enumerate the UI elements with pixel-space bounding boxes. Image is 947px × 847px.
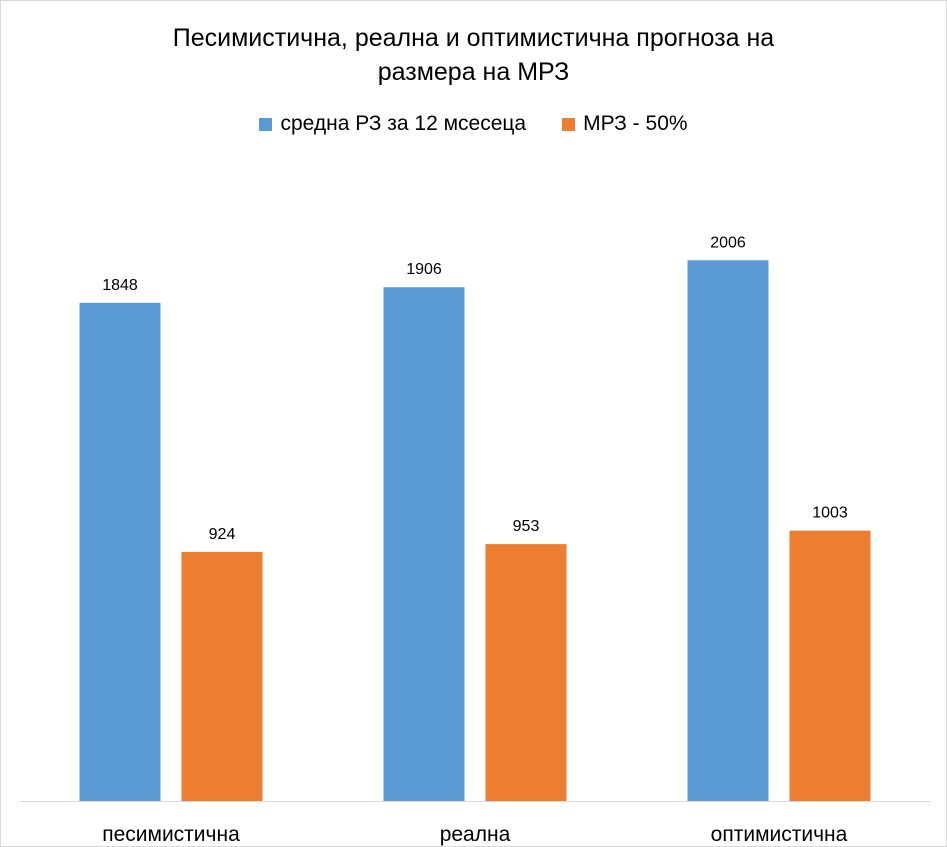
bar-series-2-category-1 xyxy=(181,551,263,801)
category-label-1: песимистична xyxy=(102,823,240,846)
data-label-series-2-category-3: 1003 xyxy=(812,505,848,522)
chart-title-line-1: Песимистична, реална и оптимистична прог… xyxy=(172,24,775,52)
data-label-series-2-category-2: 953 xyxy=(513,518,540,535)
legend-swatch-series-1 xyxy=(259,117,273,131)
bar-series-1-category-1 xyxy=(79,302,161,801)
bar-series-2-category-2 xyxy=(485,544,567,801)
data-label-series-1-category-2: 1906 xyxy=(406,261,442,278)
legend-item-series-1: средна РЗ за 12 мсесеца xyxy=(259,112,526,136)
bar-series-1-category-2 xyxy=(383,287,465,801)
bar-series-1-category-3 xyxy=(687,260,769,801)
data-label-series-1-category-3: 2006 xyxy=(710,234,746,251)
chart-title-line-2: размера на МРЗ xyxy=(377,58,570,86)
legend-item-series-2: МРЗ - 50% xyxy=(562,112,688,136)
bar-series-2-category-3 xyxy=(789,530,871,801)
data-label-series-1-category-1: 1848 xyxy=(102,277,138,294)
legend: средна РЗ за 12 мсесеца МРЗ - 50% xyxy=(1,112,946,136)
data-label-series-2-category-1: 924 xyxy=(209,526,236,543)
chart-title: Песимистична, реална и оптимистична прог… xyxy=(1,21,946,89)
legend-swatch-series-2 xyxy=(562,117,576,131)
legend-label-series-1: средна РЗ за 12 мсесеца xyxy=(280,112,527,135)
legend-label-series-2: МРЗ - 50% xyxy=(583,112,688,135)
category-label-3: оптимистична xyxy=(711,823,848,846)
category-label-2: реална xyxy=(440,823,511,846)
